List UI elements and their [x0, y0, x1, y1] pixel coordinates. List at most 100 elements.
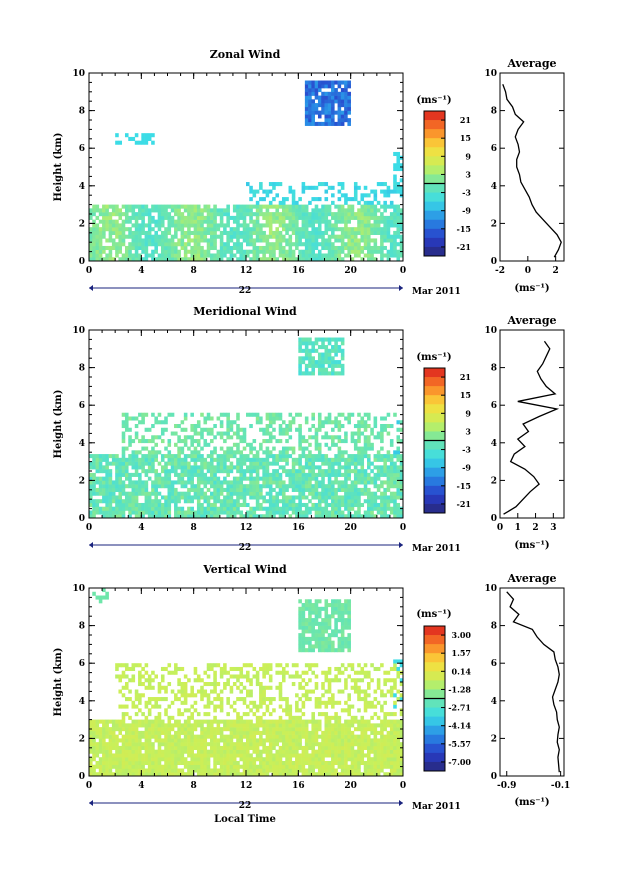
heatmap-cell	[380, 506, 384, 511]
heatmap-cell	[389, 424, 394, 429]
heatmap-cell	[141, 764, 145, 769]
heatmap-cell	[118, 514, 123, 519]
heatmap-cell	[288, 764, 293, 769]
heatmap-cell	[200, 719, 204, 724]
heatmap-cell	[216, 514, 221, 519]
heatmap-cell	[278, 424, 283, 429]
heatmap-cell	[272, 506, 276, 511]
heatmap-cell	[249, 197, 253, 202]
heatmap-cell	[144, 223, 149, 228]
heatmap-cell	[295, 704, 299, 709]
panel-title: Zonal Wind	[210, 48, 281, 61]
heatmap-cell	[321, 230, 325, 235]
heatmap-cell	[232, 487, 237, 492]
heatmap-cell	[183, 245, 188, 251]
heatmap-cell	[177, 223, 181, 228]
heatmap-cell	[393, 151, 397, 157]
heatmap-cell	[102, 719, 106, 724]
heatmap-cell	[340, 484, 345, 489]
heatmap-cell	[288, 749, 293, 754]
heatmap-cell	[337, 110, 342, 115]
heatmap-cell	[216, 757, 221, 762]
heatmap-cell	[160, 427, 165, 432]
heatmap-cell	[102, 595, 106, 600]
heatmap-cell	[111, 738, 116, 743]
heatmap-cell	[295, 472, 299, 477]
heatmap-cell	[255, 189, 260, 194]
heatmap-cell	[108, 234, 113, 239]
colorbar-swatch	[424, 467, 445, 478]
heatmap-cell	[236, 723, 240, 728]
heatmap-cell	[344, 416, 348, 421]
heatmap-cell	[327, 510, 332, 515]
heatmap-cell	[138, 674, 142, 679]
heatmap-cell	[298, 360, 302, 365]
heatmap-cell	[183, 208, 188, 213]
heatmap-cell	[239, 674, 244, 679]
heatmap-cell	[285, 212, 289, 217]
heatmap-cell	[180, 700, 185, 705]
heatmap-cell	[239, 727, 244, 732]
heatmap-cell	[304, 91, 309, 96]
heatmap-cell	[92, 249, 96, 254]
heatmap-cell	[242, 469, 247, 474]
heatmap-cell	[183, 742, 188, 747]
heatmap-cell	[196, 472, 201, 477]
heatmap-cell	[340, 238, 345, 243]
heatmap-cell	[118, 768, 123, 773]
heatmap-cell	[138, 439, 142, 444]
heatmap-cell	[255, 416, 260, 421]
heatmap-cell	[138, 682, 142, 687]
heatmap-cell	[393, 412, 397, 417]
heatmap-cell	[275, 234, 280, 239]
heatmap-cell	[226, 412, 230, 417]
heatmap-cell	[98, 208, 103, 213]
heatmap-cell	[246, 745, 250, 750]
heatmap-cell	[298, 682, 302, 687]
heatmap-cell	[242, 768, 247, 773]
heatmap-cell	[138, 757, 142, 762]
heatmap-cell	[196, 249, 201, 254]
heatmap-cell	[331, 80, 335, 85]
heatmap-cell	[285, 749, 289, 754]
heatmap-cell	[399, 219, 404, 224]
colorbar-swatch	[424, 210, 445, 221]
heatmap-cell	[134, 693, 139, 698]
heatmap-cell	[170, 469, 175, 474]
heatmap-cell	[177, 514, 181, 519]
heatmap-cell	[353, 182, 358, 187]
heatmap-cell	[213, 730, 217, 735]
heatmap-cell	[321, 337, 325, 342]
heatmap-cell	[396, 514, 401, 519]
heatmap-cell	[89, 730, 93, 735]
heatmap-cell	[167, 249, 172, 254]
heatmap-cell	[118, 230, 123, 235]
heatmap-cell	[242, 457, 247, 462]
heatmap-cell	[291, 742, 296, 747]
heatmap-cell	[177, 682, 181, 687]
heatmap-cell	[262, 689, 266, 694]
heatmap-cell	[177, 242, 181, 247]
heatmap-cell	[268, 416, 273, 421]
heatmap-cell	[285, 734, 289, 739]
heatmap-cell	[206, 666, 211, 672]
heatmap-cell	[324, 95, 329, 100]
heatmap-cell	[347, 197, 351, 202]
heatmap-cell	[200, 465, 204, 470]
heatmap-cell	[311, 106, 315, 111]
heatmap-cell	[393, 499, 397, 504]
heatmap-cell	[268, 700, 273, 705]
heatmap-cell	[324, 91, 329, 96]
heatmap-cell	[102, 506, 106, 511]
heatmap-cell	[373, 223, 378, 228]
heatmap-cell	[138, 772, 142, 777]
heatmap-cell	[249, 495, 253, 500]
heatmap-cell	[200, 760, 204, 766]
heatmap-cell	[115, 499, 119, 504]
heatmap-cell	[367, 249, 371, 254]
heatmap-cell	[193, 219, 198, 224]
heatmap-cell	[115, 476, 119, 481]
heatmap-cell	[252, 193, 257, 198]
